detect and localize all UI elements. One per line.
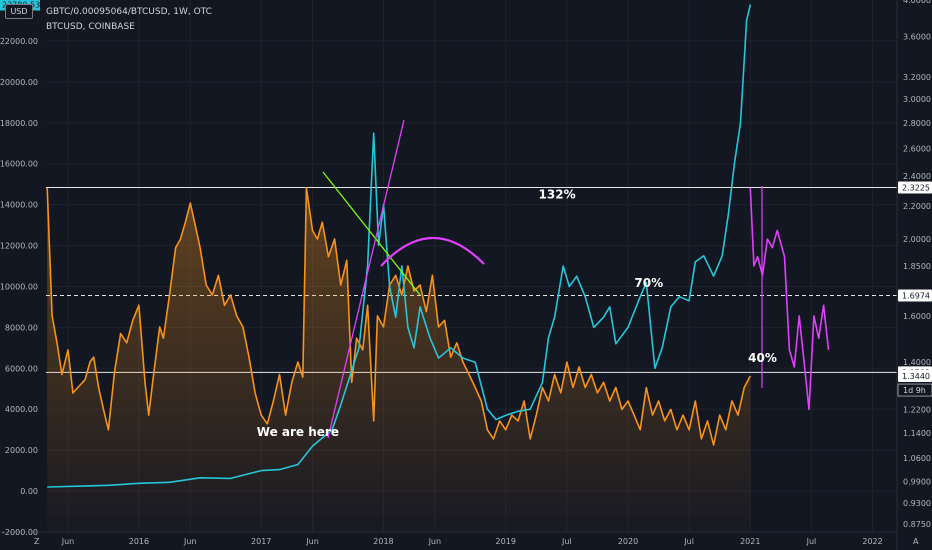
right-tick-label: 1.0600	[903, 454, 931, 463]
corner-label-right: A	[913, 537, 919, 546]
x-tick-label: Jul	[683, 537, 694, 546]
right-tick-label: 1.6000	[903, 312, 931, 321]
x-tick-label: 2019	[496, 537, 516, 546]
btcusd-price-line[interactable]	[47, 4, 752, 488]
right-price-box	[898, 181, 932, 194]
annotation-label: 70%	[634, 276, 663, 290]
annotation-label: We are here	[257, 425, 339, 439]
x-axis: Jun 2016 Jun 2017 Jun 2018 Jun 2019 Jul 2020 Jul 20…	[34, 537, 919, 546]
right-tick-label: 2.6000	[903, 145, 931, 154]
projection-line[interactable]	[749, 187, 830, 411]
countdown-label: 1d 9h	[903, 386, 926, 395]
right-tick-label: 0.9900	[903, 477, 931, 486]
magenta-trend-line[interactable]	[327, 119, 405, 439]
x-tick-label: 2017	[251, 537, 271, 546]
left-tick-label: 12000.00	[0, 242, 38, 251]
left-tick-label: -2000.00	[2, 528, 38, 537]
right-tick-label: 1.8500	[903, 262, 931, 271]
right-axis: 0.8750 0.9300 0.9900 1.0600 1.1400 1.2200 1.40…	[897, 0, 932, 529]
left-tick-label: 0.00	[20, 487, 38, 496]
trend-drawings	[322, 119, 763, 439]
annotations: 132% 70% 40% We are here	[257, 187, 777, 438]
left-tick-label: 14000.00	[0, 201, 38, 210]
right-tick-label: 1.4000	[903, 358, 931, 367]
series-group	[46, 4, 830, 533]
right-tick-label: 2.4000	[903, 172, 931, 181]
right-tick-label: 0.9300	[903, 499, 931, 508]
right-price-label: 2.3225	[902, 183, 930, 192]
currency-badge[interactable]: USD	[5, 4, 33, 19]
left-axis-panel	[0, 0, 46, 550]
x-tick-label: 2022	[862, 537, 882, 546]
x-tick-label: Jun	[183, 537, 197, 546]
right-tick-label: 1.2200	[903, 405, 931, 414]
right-tick-label: 4.0000	[903, 0, 931, 5]
legend-symbol-gbtc[interactable]: GBTC/0.00095064/BTCUSD, 1W, OTC	[46, 7, 212, 17]
x-tick-label: 2020	[618, 537, 638, 546]
left-tick-label: 8000.00	[5, 323, 38, 332]
x-tick-label: 2018	[373, 537, 393, 546]
x-tick-label: 2016	[129, 537, 149, 546]
green-trend-line[interactable]	[322, 171, 421, 296]
right-price-label: 1.3440	[902, 372, 930, 381]
gbtc-area-fill	[47, 187, 751, 533]
right-tick-label: 1.1400	[903, 429, 931, 438]
right-tick-label: 0.8750	[903, 520, 931, 529]
x-tick-label: Jul	[806, 537, 817, 546]
legend-symbol-btcusd[interactable]: BTCUSD, COINBASE	[46, 22, 135, 32]
gbtc-premium-line[interactable]	[46, 187, 752, 446]
right-tick-label: 3.2000	[903, 73, 931, 82]
left-tick-label: 22000.00	[0, 37, 38, 46]
left-tick-label: 10000.00	[0, 282, 38, 291]
left-tick-label: 16000.00	[0, 160, 38, 169]
right-axis-panel	[897, 0, 932, 550]
right-tick-label: 2.2000	[903, 202, 931, 211]
countdown-box	[897, 383, 932, 397]
left-tick-label: 18000.00	[0, 119, 38, 128]
right-tick-label: 3.6000	[903, 32, 931, 41]
right-price-box	[898, 289, 932, 302]
left-tick-label: 6000.00	[5, 364, 38, 373]
left-tick-label: 20000.00	[0, 78, 38, 87]
right-tick-label: 3.0000	[903, 95, 931, 104]
x-tick-label: Jun	[428, 537, 442, 546]
right-tick-label: 2.0000	[903, 235, 931, 244]
annotation-label: 132%	[539, 187, 576, 201]
right-price-label: 1.6974	[902, 292, 930, 301]
x-tick-label: 2021	[740, 537, 760, 546]
x-tick-label: Jul	[561, 537, 572, 546]
corner-label-left: Z	[34, 537, 40, 546]
right-tick-label: 2.8000	[903, 119, 931, 128]
x-tick-label: Jun	[61, 537, 75, 546]
annotation-label: 40%	[748, 351, 777, 365]
right-price-box	[898, 370, 932, 383]
left-tick-label: 4000.00	[5, 405, 38, 414]
magenta-arc[interactable]	[380, 236, 485, 267]
left-tick-label: 2000.00	[5, 446, 38, 455]
x-tick-label: Jun	[305, 537, 319, 546]
